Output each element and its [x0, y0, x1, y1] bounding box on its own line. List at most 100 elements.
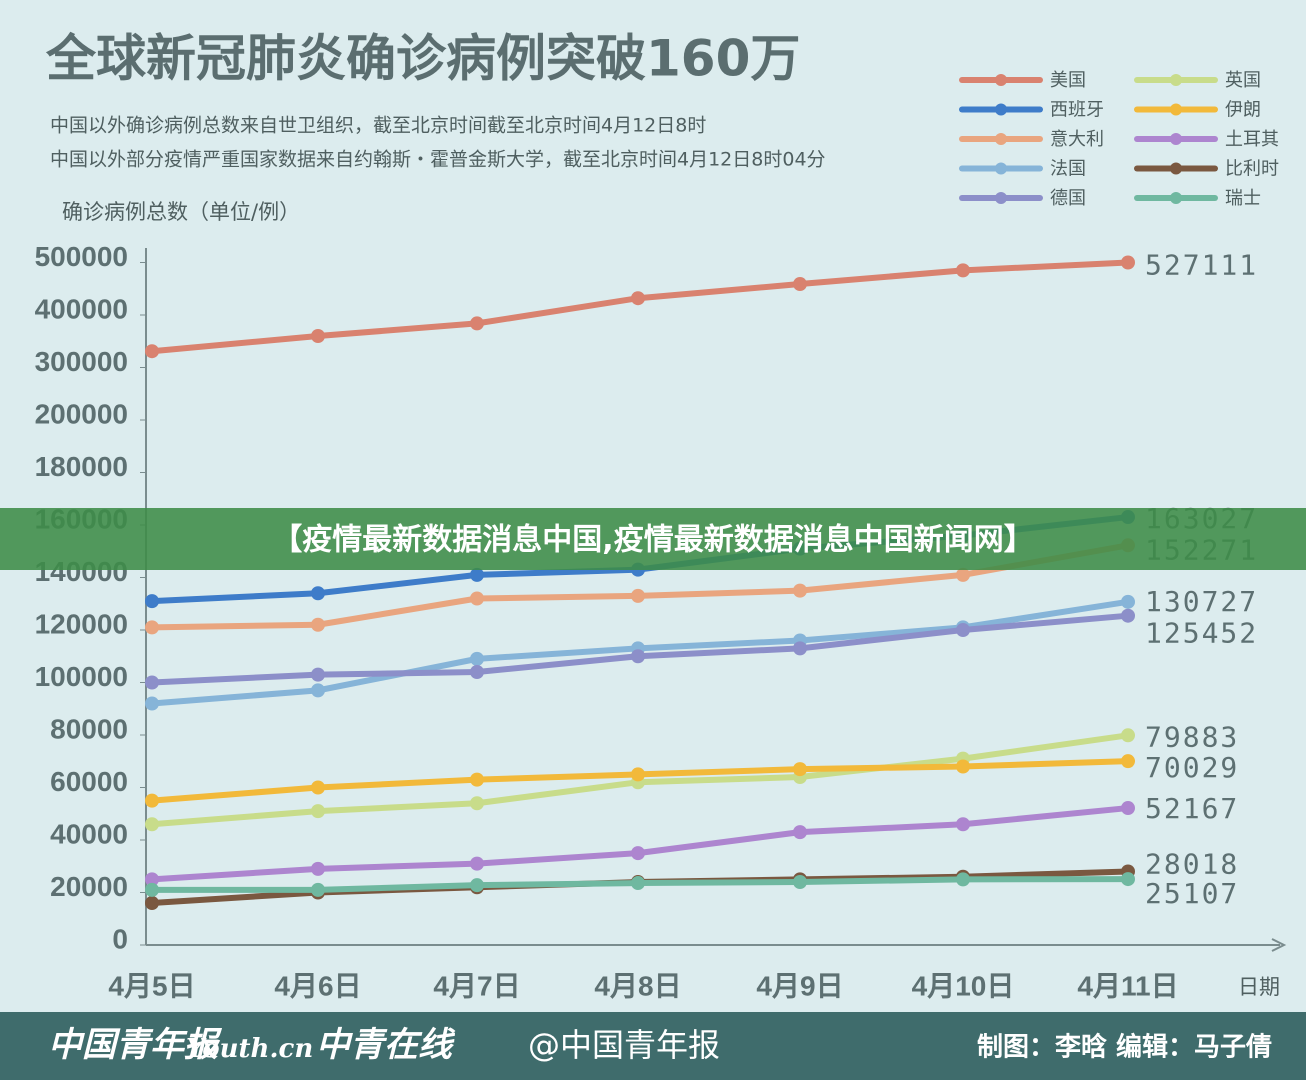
legend-label: 美国: [1050, 70, 1086, 91]
x-tick-label: 4月6日: [274, 970, 361, 1001]
data-point: [145, 882, 159, 897]
data-point: [793, 583, 807, 598]
y-tick-label: 180000: [35, 451, 128, 482]
legend-dot: [995, 192, 1007, 204]
subtitle: 中国以外部分疫情严重国家数据来自约翰斯・霍普金斯大学，截至北京时间4月12日8时…: [50, 149, 826, 171]
legend-label: 伊朗: [1225, 100, 1261, 121]
data-point: [470, 856, 484, 871]
legend-label: 德国: [1050, 188, 1086, 209]
data-point: [311, 804, 325, 819]
legend-label: 英国: [1225, 70, 1261, 91]
y-tick-label: 100000: [35, 661, 128, 692]
data-point: [311, 882, 325, 897]
data-point: [470, 567, 484, 582]
y-tick-label: 120000: [35, 608, 128, 639]
y-tick-label: 20000: [50, 871, 128, 902]
legend-label: 法国: [1050, 159, 1086, 180]
x-tick-label: 4月10日: [912, 970, 1015, 1001]
data-point: [145, 817, 159, 832]
data-point: [145, 620, 159, 635]
data-point: [956, 623, 970, 637]
data-point: [793, 277, 807, 292]
data-point: [631, 846, 645, 861]
data-point: [470, 878, 484, 893]
legend-dot: [1170, 162, 1182, 175]
data-point: [631, 291, 645, 306]
legend-label: 比利时: [1225, 159, 1279, 180]
end-label: 25107: [1145, 877, 1239, 910]
data-point: [956, 872, 970, 887]
chart-title: 全球新冠肺炎确诊病例突破160万: [45, 30, 800, 88]
data-point: [631, 876, 645, 891]
x-tick-label: 4月11日: [1077, 970, 1178, 1001]
y-axis-label: 确诊病例总数（单位/例）: [62, 200, 300, 224]
legend-dot: [1170, 133, 1182, 145]
legend-dot: [995, 103, 1007, 116]
data-point: [1121, 801, 1135, 816]
end-label: 79883: [1145, 720, 1239, 753]
legend-dot: [995, 162, 1007, 175]
data-point: [145, 675, 159, 690]
data-point: [311, 683, 325, 698]
data-point: [793, 641, 807, 656]
axis-arrow: [1271, 938, 1287, 952]
y-tick-label: 200000: [35, 398, 128, 429]
data-point: [311, 780, 325, 795]
data-point: [1121, 594, 1135, 609]
x-tick-label: 4月9日: [756, 970, 843, 1001]
legend-label: 意大利: [1050, 129, 1104, 150]
end-label: 52167: [1145, 792, 1239, 825]
legend-dot: [1170, 74, 1182, 86]
banner: [0, 508, 1306, 570]
legend-label: 土耳其: [1225, 129, 1279, 150]
legend-dot: [1170, 103, 1182, 116]
data-point: [631, 649, 645, 664]
data-point: [956, 817, 970, 832]
data-point: [793, 875, 807, 889]
legend-dot: [1170, 192, 1182, 204]
data-point: [1121, 872, 1135, 887]
data-point: [470, 316, 484, 331]
weibo: @中国青年报: [528, 1026, 720, 1064]
legend-label: 瑞士: [1225, 188, 1261, 209]
data-point: [311, 329, 325, 343]
data-point: [145, 594, 159, 609]
end-label: 28018: [1145, 847, 1239, 880]
data-point: [311, 617, 325, 632]
data-point: [145, 696, 159, 711]
data-point: [631, 767, 645, 782]
banner-text: 【疫情最新数据消息中国,疫情最新数据消息中国新闻网】: [272, 523, 1033, 558]
y-tick-label: 40000: [50, 818, 128, 849]
x-tick-label: 4月5日: [108, 970, 195, 1001]
logo: 中青在线: [316, 1025, 456, 1065]
y-tick-label: 300000: [35, 346, 128, 377]
legend-dot: [995, 74, 1007, 86]
logo: Youth.cn: [186, 1034, 313, 1064]
data-point: [956, 759, 970, 774]
data-point: [470, 651, 484, 666]
subtitle: 中国以外确诊病例总数来自世卫组织，截至北京时间截至北京时间4月12日8时: [50, 115, 706, 137]
end-label: 527111: [1145, 249, 1258, 282]
data-point: [793, 825, 807, 840]
end-label: 70029: [1145, 751, 1239, 784]
legend-label: 西班牙: [1050, 100, 1104, 121]
y-tick-label: 400000: [35, 293, 128, 324]
data-point: [311, 667, 325, 682]
end-label: 125452: [1145, 617, 1258, 650]
data-point: [631, 588, 645, 603]
x-axis-label: 日期: [1238, 975, 1280, 999]
data-point: [1121, 255, 1135, 270]
y-tick-label: 60000: [50, 766, 128, 797]
data-point: [145, 896, 159, 910]
data-point: [311, 586, 325, 601]
data-point: [145, 793, 159, 808]
footer: [0, 1012, 1306, 1080]
data-point: [145, 872, 159, 887]
y-tick-label: 0: [112, 923, 128, 954]
data-point: [1121, 754, 1135, 769]
credit: 制图：李晗 编辑：马子倩: [977, 1032, 1272, 1063]
data-point: [470, 665, 484, 679]
x-tick-label: 4月7日: [433, 970, 520, 1001]
end-label: 130727: [1145, 585, 1258, 618]
